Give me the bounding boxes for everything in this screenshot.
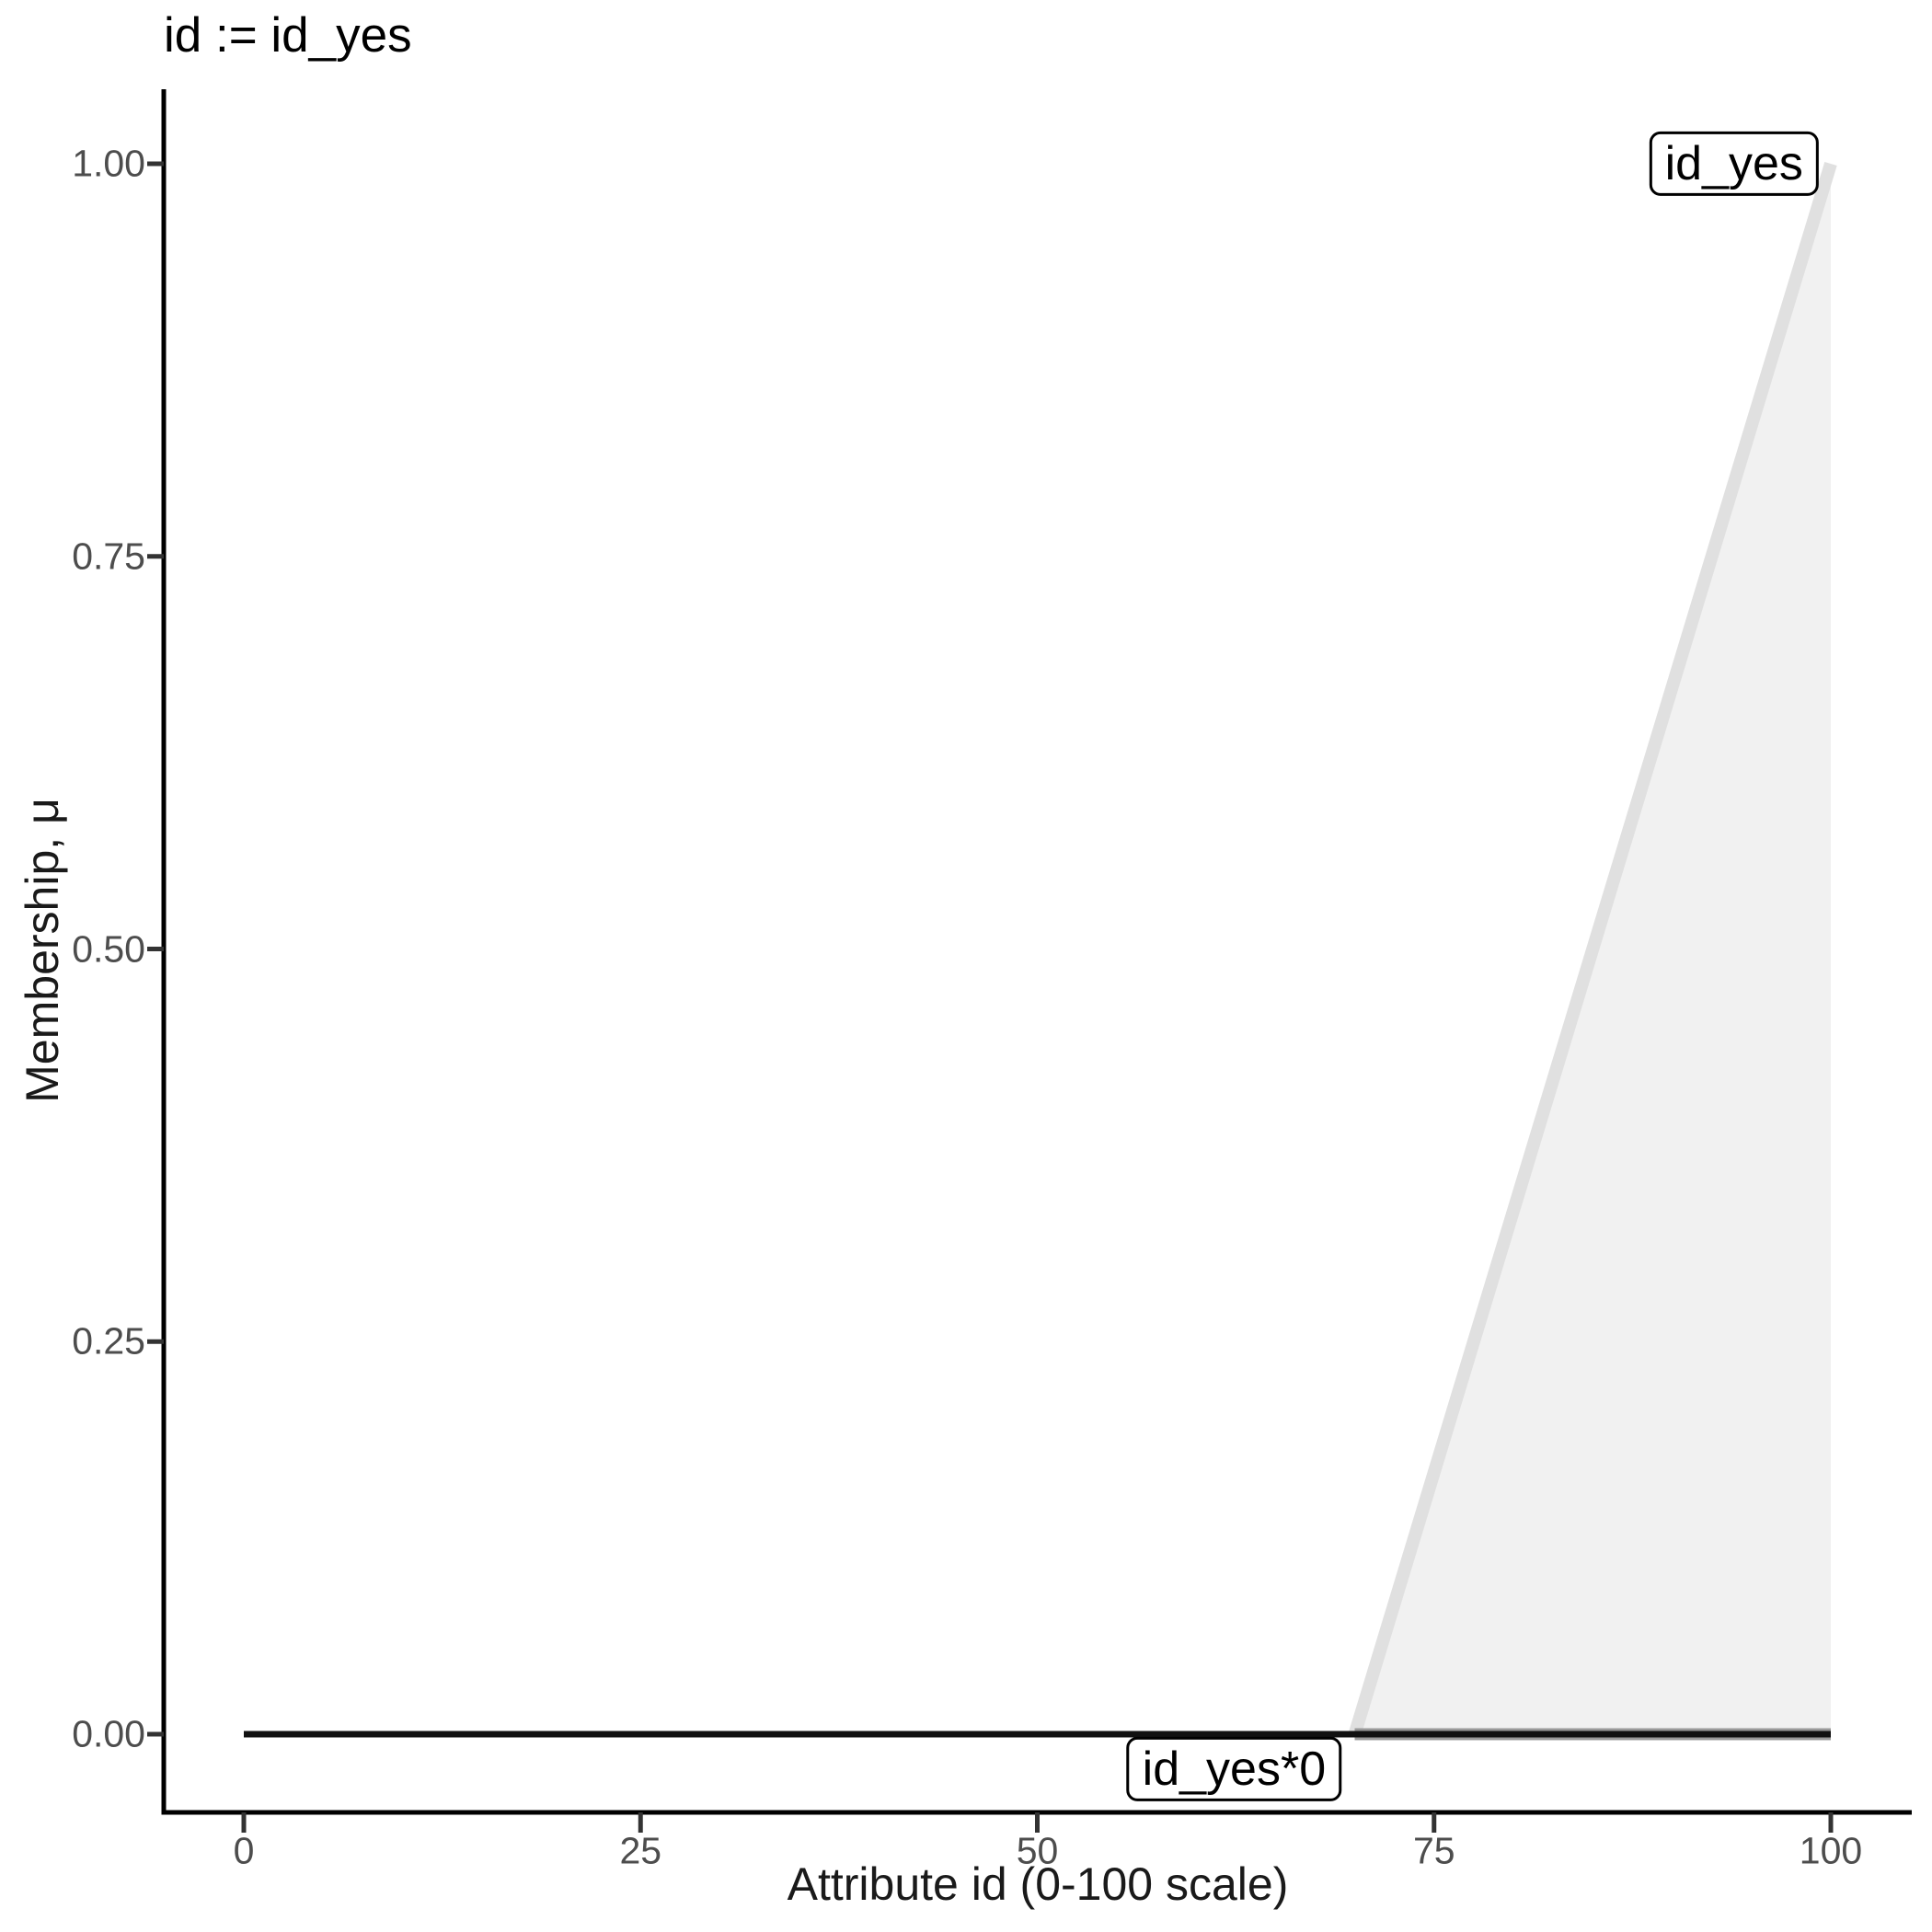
y-tick-label: 0.50	[72, 927, 145, 970]
y-axis-title: Membership, μ	[17, 798, 68, 1103]
x-tick-label: 100	[1799, 1829, 1863, 1872]
y-tick-label: 0.00	[72, 1712, 145, 1755]
id-yes-membership-line	[1348, 161, 1837, 1737]
series-label-id-yes: id_yes	[1649, 131, 1819, 197]
y-tick-label: 0.75	[72, 535, 145, 578]
x-tick-label: 0	[233, 1829, 255, 1872]
x-axis-title: Attribute id (0-100 scale)	[787, 1858, 1289, 1910]
x-tick-label: 25	[619, 1829, 662, 1872]
y-tick-label: 0.25	[72, 1319, 145, 1363]
x-tick-label: 75	[1412, 1829, 1455, 1872]
y-tick-label: 1.00	[72, 142, 145, 185]
chart-title: id := id_yes	[164, 8, 412, 63]
axis-lines	[161, 89, 1912, 1815]
series-label-id-yes-0: id_yes*0	[1126, 1736, 1342, 1801]
x-tick-label: 50	[1016, 1829, 1059, 1872]
